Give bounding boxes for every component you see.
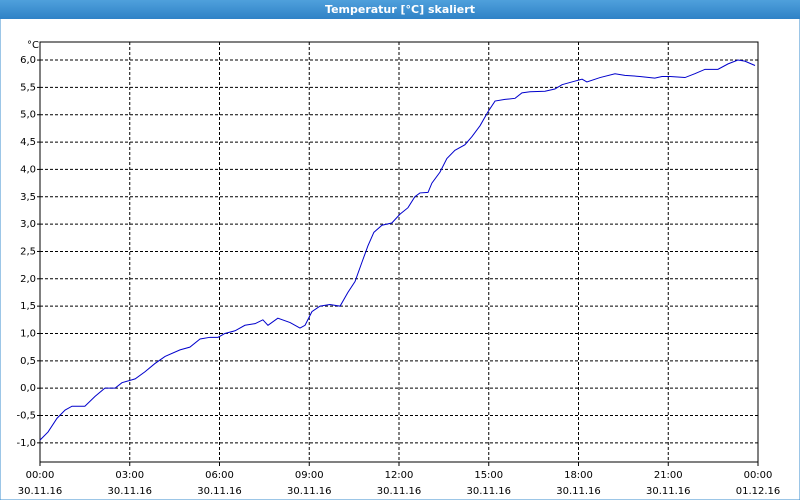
x-tick-date: 30.11.16 (377, 486, 422, 497)
y-tick-label: -0,5 (16, 411, 36, 422)
title-bar (0, 0, 800, 19)
x-tick-date: 30.11.16 (197, 486, 242, 497)
y-tick-label: 4,0 (20, 164, 36, 175)
x-tick-date: 30.11.16 (287, 486, 332, 497)
x-tick-label: 06:00 (205, 470, 234, 481)
x-tick-date: 30.11.16 (556, 486, 601, 497)
y-tick-label: 6,0 (20, 55, 36, 66)
x-tick-label: 15:00 (474, 470, 503, 481)
y-tick-label: 5,0 (20, 110, 36, 121)
x-tick-date: 30.11.16 (18, 486, 63, 497)
y-tick-label: 4,5 (20, 137, 36, 148)
y-tick-label: 3,5 (20, 192, 36, 203)
y-tick-label: 1,5 (20, 301, 36, 312)
window-title: Temperatur [°C] skaliert (325, 3, 475, 16)
y-tick-label: 0,0 (20, 383, 36, 394)
y-tick-label: 2,5 (20, 246, 36, 257)
y-axis-label: °C (27, 40, 39, 51)
y-tick-label: 5,5 (20, 82, 36, 93)
x-tick-label: 18:00 (564, 470, 593, 481)
y-tick-label: -1,0 (16, 438, 36, 449)
x-tick-date: 30.11.16 (107, 486, 152, 497)
x-tick-label: 00:00 (26, 470, 55, 481)
y-tick-label: 2,0 (20, 274, 36, 285)
x-tick-label: 12:00 (385, 470, 414, 481)
x-tick-date: 30.11.16 (466, 486, 511, 497)
y-tick-label: 3,0 (20, 219, 36, 230)
x-tick-label: 21:00 (654, 470, 683, 481)
x-tick-label: 09:00 (295, 470, 324, 481)
x-tick-date: 01.12.16 (736, 486, 781, 497)
x-tick-date: 30.11.16 (646, 486, 691, 497)
line (39, 59, 756, 441)
x-tick-label: 03:00 (115, 470, 144, 481)
x-tick-label: 00:00 (744, 470, 773, 481)
y-tick-label: 0,5 (20, 356, 36, 367)
y-tick-label: 1,0 (20, 328, 36, 339)
